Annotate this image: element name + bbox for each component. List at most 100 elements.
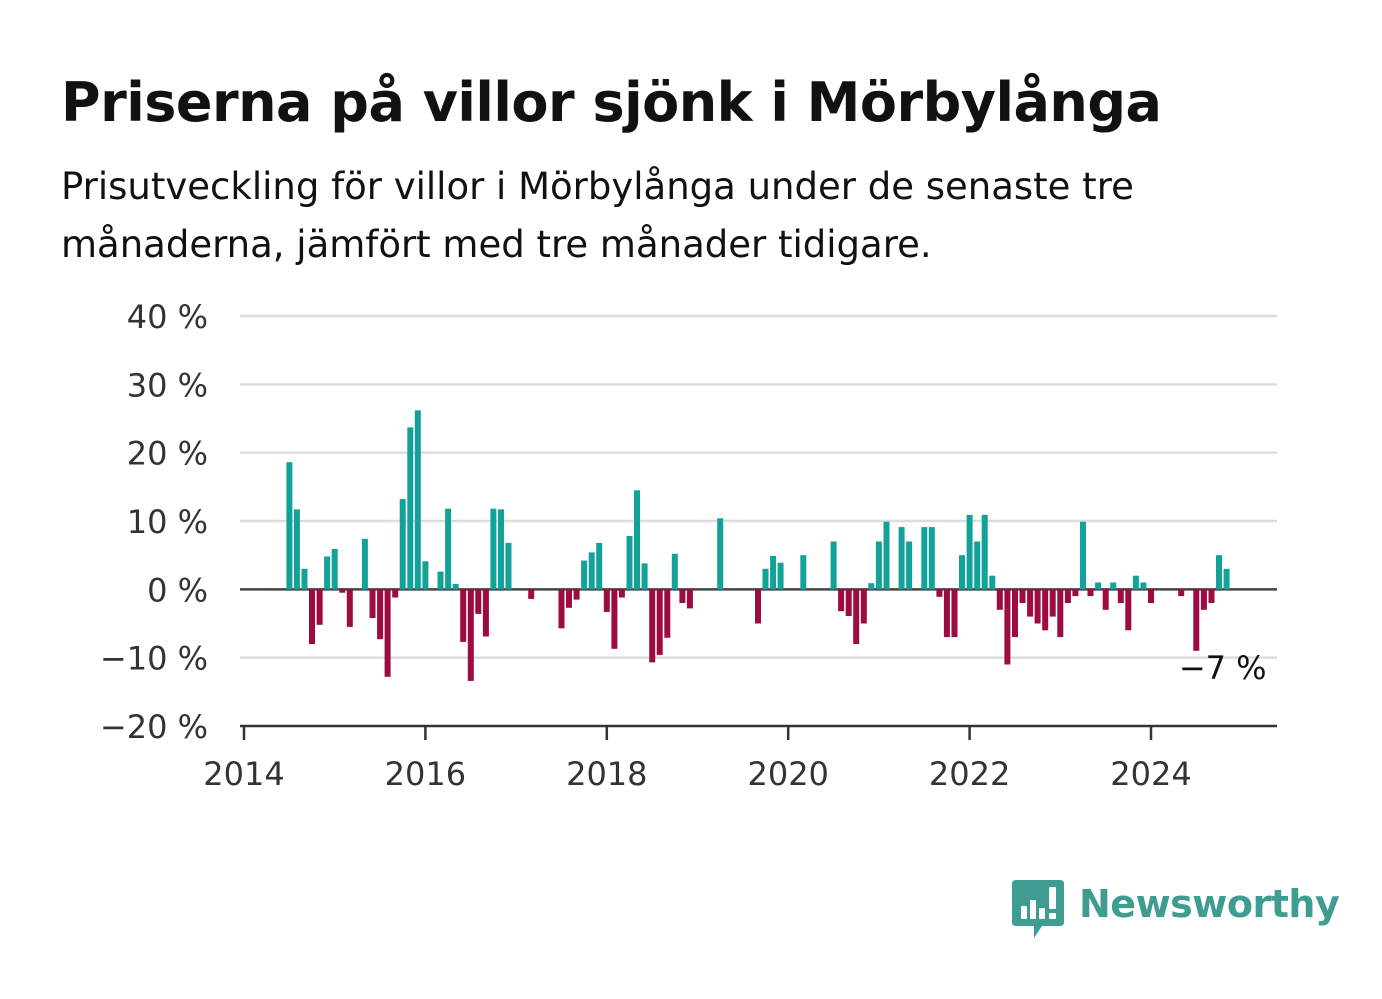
bar <box>331 549 338 590</box>
bar <box>717 518 724 590</box>
bar <box>286 462 293 590</box>
bar-chart-bubble-icon <box>1012 880 1064 938</box>
bar <box>467 589 474 681</box>
chart-subtitle: Prisutveckling för villor i Mörbylånga u… <box>61 165 1134 266</box>
x-tick-label: 2014 <box>203 755 284 793</box>
bar <box>1072 589 1079 597</box>
bar <box>452 583 459 590</box>
bar <box>361 538 368 590</box>
x-axis: 2014 2016 2018 2020 2022 2024 <box>203 724 1277 793</box>
bar <box>1102 589 1109 610</box>
bar <box>959 555 965 590</box>
bar <box>838 589 845 612</box>
bar <box>528 589 535 599</box>
bar <box>1148 589 1154 603</box>
bar <box>649 589 656 663</box>
bar <box>309 589 315 644</box>
bar <box>875 541 882 590</box>
bar <box>1140 582 1147 590</box>
bar <box>989 575 996 590</box>
bar <box>399 499 406 590</box>
bar <box>611 589 618 649</box>
bar <box>346 589 353 627</box>
y-tick-label: 20 % <box>127 435 208 473</box>
y-tick-label: −10 % <box>100 640 208 678</box>
bar <box>770 555 777 590</box>
x-tick-label: 2024 <box>1110 755 1191 793</box>
bar <box>558 589 565 629</box>
bar <box>490 508 497 590</box>
y-tick-label: 0 % <box>147 571 208 609</box>
bar <box>1080 521 1086 590</box>
bar <box>482 589 489 637</box>
bar <box>384 589 391 677</box>
bar <box>581 560 588 590</box>
bar <box>671 553 678 590</box>
bar <box>951 589 958 638</box>
bar <box>845 589 852 616</box>
bar <box>1057 589 1064 638</box>
bar <box>475 589 482 614</box>
chart-bars <box>286 410 1230 681</box>
bar <box>1027 589 1034 617</box>
bar <box>566 589 572 608</box>
bar <box>505 542 512 590</box>
bar <box>936 589 943 597</box>
bar <box>369 589 376 618</box>
bar <box>626 536 633 590</box>
bar <box>664 589 671 638</box>
bar <box>316 589 323 625</box>
bar <box>1216 555 1222 590</box>
bar <box>588 552 595 590</box>
bar <box>996 589 1003 610</box>
bar <box>1049 589 1056 617</box>
bar <box>928 527 935 590</box>
bar <box>414 410 421 590</box>
bar <box>377 589 384 640</box>
bar <box>1208 589 1215 603</box>
bar <box>762 568 769 590</box>
bar <box>883 521 890 590</box>
bar <box>460 589 467 642</box>
x-tick-label: 2016 <box>385 755 466 793</box>
y-tick-label: 10 % <box>127 503 208 541</box>
y-tick-label: −20 % <box>100 708 208 746</box>
bar <box>906 541 913 590</box>
bar <box>1117 589 1124 603</box>
chart-annotation: −7 % <box>1179 649 1267 687</box>
bar <box>1178 589 1185 597</box>
y-tick-label: 30 % <box>127 366 208 404</box>
bar <box>898 527 905 590</box>
bar <box>596 542 603 590</box>
last-value-label: −7 % <box>1179 649 1267 687</box>
bar <box>1087 589 1094 597</box>
bar <box>868 583 875 590</box>
bar <box>974 541 981 590</box>
bar <box>1095 582 1102 590</box>
bar <box>407 427 414 590</box>
bar <box>853 589 860 644</box>
bar <box>1004 589 1011 665</box>
bar <box>1193 589 1200 651</box>
bar <box>777 562 784 590</box>
brand-name: Newsworthy <box>1079 882 1340 926</box>
bar <box>1019 589 1026 603</box>
y-axis-labels: 40 % 30 % 20 % 10 % 0 % −10 % −20 % <box>100 298 208 746</box>
bar <box>1200 589 1207 610</box>
bar <box>800 555 807 590</box>
bar <box>1034 589 1041 624</box>
bar <box>634 490 640 590</box>
bar <box>293 509 300 590</box>
bar <box>324 556 331 590</box>
bar <box>1223 568 1230 590</box>
bar <box>1012 589 1018 638</box>
bar <box>679 589 686 603</box>
bar <box>498 509 504 590</box>
bar <box>656 589 663 655</box>
x-tick-label: 2022 <box>929 755 1010 793</box>
bar <box>686 589 693 609</box>
bar <box>301 568 308 590</box>
bar <box>830 541 837 590</box>
bar <box>641 563 648 590</box>
